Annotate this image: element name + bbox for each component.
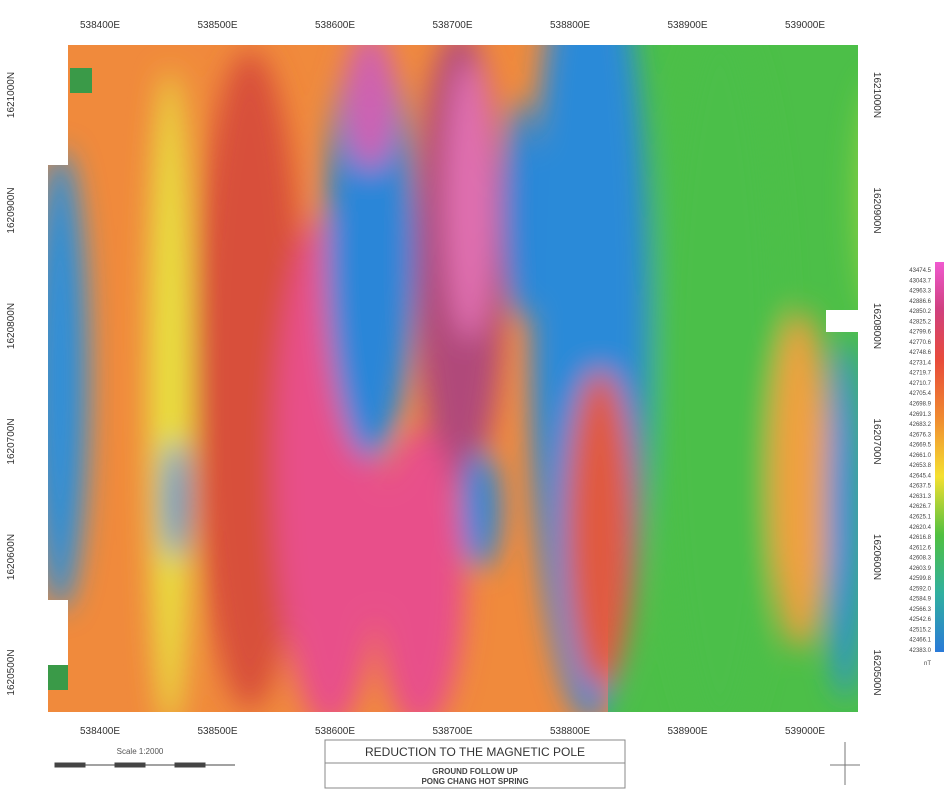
no-data <box>48 45 68 165</box>
subtitle: PONG CHANG HOT SPRING <box>421 777 528 786</box>
legend-value: 42676.3 <box>909 432 931 438</box>
legend-value: 42748.6 <box>909 350 931 356</box>
easting-label: 538900E <box>667 20 707 31</box>
north-arrow <box>830 742 860 785</box>
northing-label: 1620900N <box>6 187 17 233</box>
easting-label: 539000E <box>785 20 825 31</box>
northing-label: 1620500N <box>6 649 17 695</box>
no-data-edge <box>48 665 68 690</box>
legend-value: 42631.3 <box>909 494 931 500</box>
northing-label: 1621000N <box>6 72 17 118</box>
legend-value: 42691.3 <box>909 412 931 418</box>
easting-label: 538700E <box>432 726 472 737</box>
northing-label: 1620900N <box>871 187 882 233</box>
legend-value: 42770.6 <box>909 340 931 346</box>
legend-value: 42705.4 <box>909 391 931 397</box>
subtitle: GROUND FOLLOW UP <box>432 767 518 776</box>
easting-label: 538900E <box>667 726 707 737</box>
legend-value: 42637.5 <box>909 484 931 490</box>
legend-value: 42625.1 <box>909 514 931 520</box>
northing-label: 1620500N <box>871 649 882 695</box>
northing-label: 1620800N <box>871 303 882 349</box>
legend-value: 42669.5 <box>909 443 931 449</box>
no-data-edge <box>70 68 92 93</box>
legend-value: 42616.8 <box>909 535 931 541</box>
legend-value: 42825.2 <box>909 319 931 325</box>
legend-value: 42584.9 <box>909 597 931 603</box>
legend-value: 42603.9 <box>909 566 931 572</box>
legend-value: 42626.7 <box>909 504 931 510</box>
legend-value: 42566.3 <box>909 607 931 613</box>
legend-value: 42620.4 <box>909 525 931 531</box>
easting-label: 538600E <box>315 726 355 737</box>
northing-label: 1620800N <box>6 303 17 349</box>
easting-label: 538600E <box>315 20 355 31</box>
easting-label: 538800E <box>550 20 590 31</box>
legend-value: 43474.5 <box>909 268 931 274</box>
legend-value: 42850.2 <box>909 309 931 315</box>
northing-label: 1620600N <box>6 534 17 580</box>
magnetic-grid <box>32 0 905 740</box>
easting-label: 538500E <box>197 20 237 31</box>
legend-value: 42661.0 <box>909 453 931 459</box>
legend-value: 42645.4 <box>909 473 931 479</box>
easting-label: 538700E <box>432 20 472 31</box>
legend-value: 43043.7 <box>909 278 931 284</box>
scale-label: Scale 1:2000 <box>117 747 164 756</box>
map-sheet: nT REDUCTION TO THE MAGNETIC POLE GROUND… <box>0 0 945 790</box>
legend-unit: nT <box>924 661 931 667</box>
legend-value: 42710.7 <box>909 381 931 387</box>
scale-bar <box>55 763 235 767</box>
legend-value: 42731.4 <box>909 360 931 366</box>
legend-value: 42383.0 <box>909 648 931 654</box>
easting-label: 538400E <box>80 726 120 737</box>
northing-label: 1620600N <box>871 534 882 580</box>
easting-label: 539000E <box>785 726 825 737</box>
no-data <box>48 600 68 665</box>
legend-value: 42653.8 <box>909 463 931 469</box>
easting-label: 538800E <box>550 726 590 737</box>
easting-label: 538400E <box>80 20 120 31</box>
legend-colorbar <box>935 262 944 652</box>
legend-value: 42719.7 <box>909 371 931 377</box>
legend-value: 42592.0 <box>909 586 931 592</box>
northing-label: 1621000N <box>871 72 882 118</box>
legend-value: 42612.6 <box>909 545 931 551</box>
legend-value: 42963.3 <box>909 289 931 295</box>
legend-value: 42698.9 <box>909 402 931 408</box>
legend-value: 42542.6 <box>909 617 931 623</box>
legend-value: 42608.3 <box>909 556 931 562</box>
legend-value: 42466.1 <box>909 638 931 644</box>
easting-label: 538500E <box>197 726 237 737</box>
legend-value: 42799.6 <box>909 330 931 336</box>
northing-label: 1620700N <box>871 418 882 464</box>
map-title: REDUCTION TO THE MAGNETIC POLE <box>365 745 585 759</box>
legend-value: 42683.2 <box>909 422 931 428</box>
no-data <box>826 310 858 332</box>
northing-label: 1620700N <box>6 418 17 464</box>
legend-value: 42599.8 <box>909 576 931 582</box>
legend-value: 42515.2 <box>909 627 931 633</box>
legend-value: 42886.6 <box>909 299 931 305</box>
